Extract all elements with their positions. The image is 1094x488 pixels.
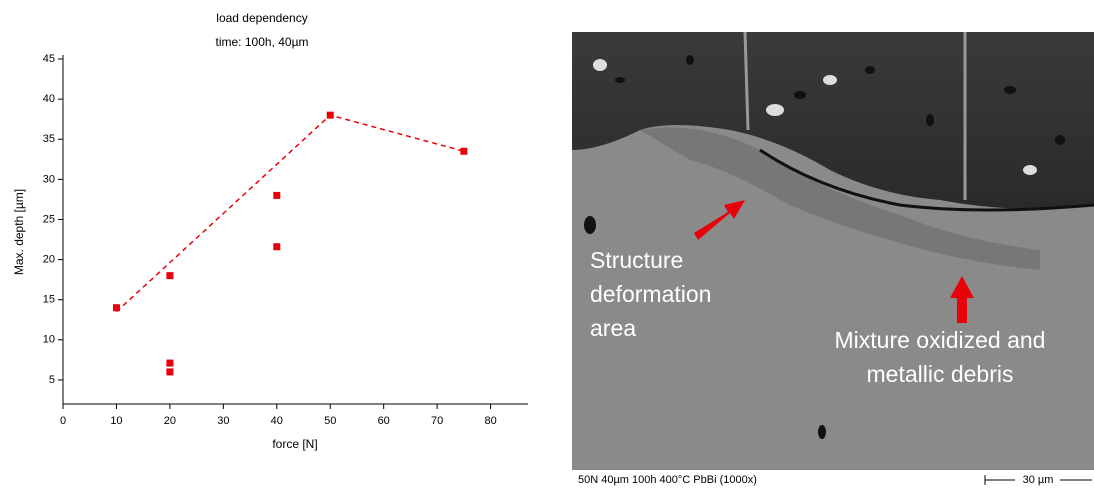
crack (743, 31, 750, 131)
chart-subtitle: time: 100h, 40µm (216, 35, 309, 49)
y-tick-label: 25 (43, 213, 55, 225)
pore (926, 114, 934, 126)
data-point (460, 147, 468, 155)
x-tick-label: 70 (431, 415, 443, 427)
data-point (166, 359, 174, 367)
data-point (112, 304, 120, 312)
x-tick-label: 10 (110, 415, 122, 427)
annotation: area (590, 315, 636, 341)
y-tick-label: 10 (43, 334, 55, 346)
annotation: metallic debris (867, 361, 1014, 387)
arrow (694, 200, 745, 240)
pore (686, 55, 694, 65)
pore (1055, 135, 1065, 145)
annotation: deformation (590, 281, 711, 307)
pore (615, 77, 625, 83)
trend-line (115, 114, 465, 313)
particle (1023, 165, 1037, 175)
debris-layer (640, 127, 1040, 270)
scale-bar-label: 30 µm (1023, 474, 1054, 486)
data-point (273, 191, 281, 199)
y-tick-label: 45 (43, 53, 55, 65)
data-point (273, 243, 281, 251)
micrograph: Structure deformation area Mixture oxidi… (572, 31, 1094, 470)
x-axis-label: force [N] (272, 437, 317, 451)
x-tick-label: 80 (484, 415, 496, 427)
caption: 50N 40µm 100h 400°C PbBi (1000x) (578, 474, 757, 486)
pore (1004, 86, 1016, 94)
x-tick-label: 40 (271, 415, 283, 427)
pore (794, 91, 806, 99)
y-tick-label: 15 (43, 294, 55, 306)
data-point (166, 272, 174, 280)
particle (766, 104, 784, 116)
pore (818, 425, 826, 439)
pore (865, 66, 875, 74)
y-tick-label: 20 (43, 253, 55, 265)
y-tick-label: 30 (43, 173, 55, 185)
particle (823, 75, 837, 85)
x-tick-label: 30 (217, 415, 229, 427)
chart-title: load dependency (216, 11, 307, 25)
crack (759, 148, 1094, 212)
y-tick-label: 5 (49, 374, 55, 386)
annotation: Structure (590, 247, 683, 273)
x-tick-label: 20 (164, 415, 176, 427)
annotation: Mixture oxidized and (835, 327, 1046, 353)
data-point (166, 368, 174, 376)
x-tick-label: 50 (324, 415, 336, 427)
y-axis-label: Max. depth [µm] (12, 189, 26, 275)
x-tick-label: 60 (378, 415, 390, 427)
y-tick-label: 40 (43, 93, 55, 105)
x-tick-label: 0 (60, 415, 66, 427)
particle (593, 59, 607, 71)
y-tick-label: 35 (43, 133, 55, 145)
pores (584, 55, 1065, 439)
arrow (950, 276, 974, 323)
pore (584, 216, 596, 234)
particles (593, 59, 1037, 175)
